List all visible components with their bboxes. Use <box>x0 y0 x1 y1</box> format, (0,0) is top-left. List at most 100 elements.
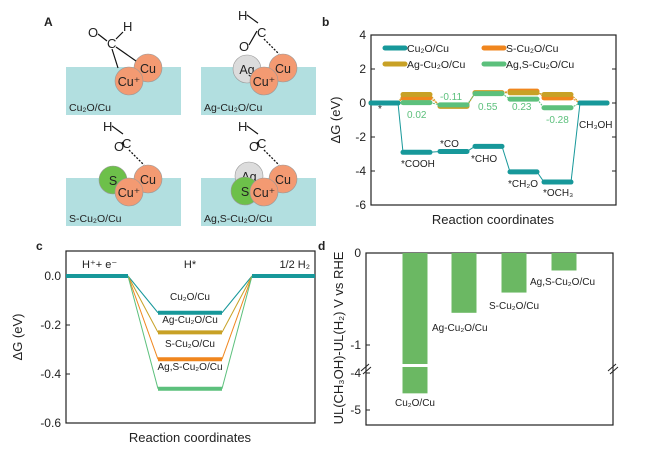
state-label: 1/2 H₂ <box>279 259 310 271</box>
bonds <box>97 31 137 69</box>
structure-name: Ag,S-Cu₂O/Cu <box>204 213 272 225</box>
series-ags: Ag,S-Cu₂O/Cu <box>127 275 253 391</box>
atom-label: Cu⁺ <box>118 186 141 200</box>
bonds <box>246 14 259 46</box>
structure-name: Ag-Cu₂O/Cu <box>204 102 263 114</box>
atom-c: C <box>107 36 116 51</box>
bonds <box>246 125 260 146</box>
atom-cu-plus <box>114 66 144 96</box>
atom-o: O <box>114 139 124 154</box>
state-label: *OCH₃ <box>543 188 573 199</box>
ytick-label: -0.2 <box>40 318 61 332</box>
adsorbate-choh: HCO <box>238 8 280 55</box>
panel-d-frame <box>365 252 614 426</box>
connector <box>127 275 159 314</box>
atom-h: H <box>238 8 247 23</box>
ytick-label: -2 <box>355 130 366 144</box>
axis-break-left <box>360 363 372 375</box>
atom-o: O <box>239 39 249 54</box>
axis-break-right <box>607 363 619 375</box>
legend-label: Ag-Cu₂O/Cu <box>407 59 466 71</box>
connector <box>221 275 253 333</box>
panel-c-xlabel: Reaction coordinates <box>129 430 252 445</box>
state-label: CH₃OH <box>579 120 613 131</box>
atom-cu-plus <box>249 177 279 207</box>
ytick-label: -1 <box>350 338 361 352</box>
panel-c-plot: 0.0 -0.2 -0.4 -0.6 Cu₂O/Cu Ag-Cu₂O/Cu S-Cu₂O/C… <box>40 259 315 430</box>
legend-label: S-Cu₂O/Cu <box>506 43 559 55</box>
panel-d: d 0 -1 -4 -5 Cu₂O/Cu Ag-Cu₂O/CuS-Cu₂O/Cu Ag,S-… <box>318 239 619 426</box>
connector <box>570 102 581 183</box>
connector <box>570 102 581 109</box>
atom-label: S <box>241 185 249 199</box>
atom-label: Cu⁺ <box>253 186 276 200</box>
ytick-label: -6 <box>355 198 366 212</box>
adsorbate-choh: HCO <box>103 119 145 166</box>
atom-h: H <box>123 19 132 34</box>
panel-b-ylabel: ΔG (eV) <box>328 97 343 144</box>
atom-c: C <box>122 136 131 151</box>
bar-1 <box>451 253 477 313</box>
annotation: 0.02 <box>407 110 427 121</box>
atom-cu-plus <box>114 177 144 207</box>
ytick-label: -0.6 <box>40 416 61 430</box>
panel-b-frame <box>370 34 617 206</box>
bar-3 <box>551 253 577 271</box>
bar-label: Cu₂O/Cu <box>395 398 435 409</box>
atom-label: S <box>109 174 117 188</box>
panel-d-plot: 0 -1 -4 -5 Cu₂O/Cu Ag-Cu₂O/CuS-Cu₂O/Cu Ag,S-Cu… <box>350 246 619 417</box>
structure-name: S-Cu₂O/Cu <box>69 213 122 225</box>
connector <box>127 275 159 360</box>
connector <box>501 93 511 100</box>
atom-label: Ag <box>239 63 254 77</box>
cu-c-bond <box>263 38 280 55</box>
axis-break-gap <box>401 364 429 367</box>
connector <box>466 93 476 106</box>
connector <box>221 275 253 314</box>
panel-d-ylabel: UL(CH₃OH)-UL(H₂) V vs RHE <box>331 251 346 424</box>
ytick-label: -4 <box>355 164 366 178</box>
atom-h: H <box>238 119 247 134</box>
ytick-label: 0 <box>359 96 366 110</box>
connector <box>429 102 441 106</box>
atom-h: H <box>103 119 112 134</box>
panel-c: c 0.0 -0.2 -0.4 -0.6 Cu₂O/Cu Ag-Cu₂O/Cu S-Cu₂O… <box>10 239 316 445</box>
panel-b-xlabel: Reaction coordinates <box>432 212 555 227</box>
state-label: H⁺+ e⁻ <box>82 259 117 271</box>
adsorbate-choh: HCO <box>238 119 280 166</box>
connector <box>127 275 159 389</box>
bar-label: Ag-Cu₂O/Cu <box>432 323 488 334</box>
series-ag: Ag-Cu₂O/Cu <box>127 275 253 335</box>
annotation: -0.28 <box>546 115 569 126</box>
atom-label: Cu <box>140 62 156 76</box>
atom-label: Cu⁺ <box>118 75 141 89</box>
annotation: -0.11 <box>440 92 462 103</box>
state-label: * <box>378 104 382 115</box>
state-label: H* <box>184 259 197 271</box>
series-label: Cu₂O/Cu <box>170 292 210 303</box>
state-label: *COOH <box>401 159 435 170</box>
series-label: Ag,S-Cu₂O/Cu <box>157 362 222 373</box>
atom-label: Cu <box>275 173 291 187</box>
bar-2 <box>501 253 527 293</box>
panel-c-frame <box>65 250 316 424</box>
bar-label: Ag,S-Cu₂O/Cu <box>530 277 595 288</box>
atom-o: O <box>88 25 98 40</box>
state-label: *CH₂O <box>508 179 538 190</box>
series-cu2o: Cu₂O/Cu <box>127 275 253 315</box>
ytick-label: 0 <box>354 246 361 260</box>
atom-label: Cu <box>140 173 156 187</box>
cu-c-bond <box>128 149 145 166</box>
bonds <box>111 125 125 146</box>
ytick-label: 0.0 <box>44 269 61 283</box>
cu-c-bond <box>263 149 280 166</box>
atom-o: O <box>249 139 259 154</box>
panel-c-ylabel: ΔG (eV) <box>10 314 25 361</box>
series-label: Ag-Cu₂O/Cu <box>162 315 218 326</box>
atom-cu-plus <box>249 66 279 96</box>
